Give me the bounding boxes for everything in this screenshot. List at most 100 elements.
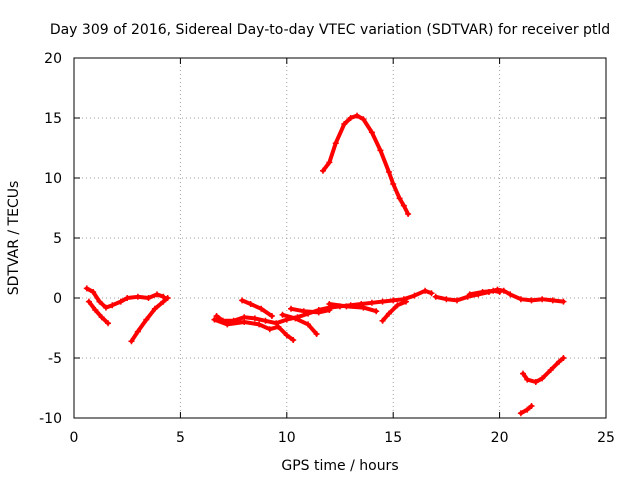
- data-point: [400, 202, 407, 209]
- data-point: [432, 293, 439, 300]
- data-point: [164, 295, 171, 301]
- series-arc-d: [214, 288, 434, 326]
- data-point: [213, 313, 220, 319]
- data-point: [258, 305, 265, 312]
- data-point: [160, 298, 167, 305]
- data-point: [390, 181, 397, 187]
- data-point: [394, 302, 401, 309]
- data-point: [273, 320, 280, 327]
- y-tick-label: 15: [44, 111, 62, 127]
- x-tick-label: 10: [278, 430, 296, 446]
- chart-title: Day 309 of 2016, Sidereal Day-to-day VTE…: [50, 22, 610, 38]
- series-arc-m: [467, 288, 502, 297]
- data-point: [385, 310, 392, 317]
- data-point: [92, 307, 99, 313]
- data-point: [241, 319, 248, 325]
- x-tick-label: 20: [491, 430, 509, 446]
- data-point: [341, 121, 348, 127]
- y-tick-label: -5: [48, 351, 62, 367]
- data-point: [247, 301, 254, 307]
- data-point: [560, 298, 567, 305]
- data-point: [368, 129, 375, 136]
- data-point: [347, 115, 354, 121]
- y-tick-label: 20: [44, 51, 62, 67]
- data-point: [402, 298, 409, 305]
- data-point: [368, 299, 375, 306]
- data-point: [124, 295, 131, 301]
- data-point: [466, 291, 473, 298]
- data-point: [300, 308, 307, 315]
- series-arc-f: [240, 298, 274, 318]
- data-point: [396, 195, 403, 202]
- x-tick-label: 25: [597, 430, 615, 446]
- data-point: [528, 297, 535, 304]
- data-point: [292, 315, 299, 322]
- series-arc-g: [280, 312, 319, 336]
- data-point: [517, 296, 524, 303]
- data-point: [319, 167, 326, 174]
- data-point: [517, 410, 524, 417]
- data-point: [405, 211, 412, 217]
- data-point: [385, 169, 392, 175]
- data-point: [343, 303, 350, 310]
- data-point: [443, 296, 450, 303]
- data-point: [105, 320, 112, 327]
- data-point: [109, 302, 116, 309]
- data-point: [422, 287, 429, 294]
- data-point: [326, 307, 333, 313]
- series-arc-h: [289, 306, 332, 315]
- data-point: [560, 355, 567, 361]
- data-point: [524, 406, 531, 413]
- data-point: [224, 321, 231, 328]
- data-point: [283, 332, 290, 339]
- data-point: [290, 337, 297, 343]
- data-point: [547, 367, 554, 373]
- data-point: [98, 314, 105, 321]
- data-point: [102, 304, 109, 311]
- data-point: [85, 298, 92, 305]
- data-point: [360, 304, 367, 311]
- grid: [74, 58, 606, 418]
- data-point: [549, 297, 556, 304]
- data-point: [539, 296, 546, 303]
- data-point: [379, 317, 386, 324]
- data-point: [268, 313, 275, 319]
- series-arc-k: [321, 113, 411, 216]
- axis-ticks: [73, 57, 607, 419]
- data-point: [454, 297, 461, 304]
- series-arc-c: [129, 296, 170, 344]
- data-point: [83, 285, 90, 292]
- data-point: [266, 326, 273, 333]
- data-point: [556, 358, 563, 365]
- data-point: [134, 328, 141, 335]
- data-point: [532, 379, 539, 385]
- data-point: [524, 376, 531, 383]
- data-point: [315, 309, 322, 316]
- data-point: [313, 331, 320, 337]
- y-tick-label: 10: [44, 171, 62, 187]
- data-point: [326, 159, 333, 166]
- data-point: [96, 298, 103, 305]
- data-point: [153, 291, 160, 298]
- series-arc-i: [327, 302, 379, 314]
- data-point: [411, 292, 418, 299]
- data-point: [332, 140, 339, 147]
- data-point: [256, 321, 263, 328]
- data-point: [479, 289, 486, 295]
- data-series: [83, 112, 567, 417]
- data-point: [507, 291, 514, 298]
- data-point: [251, 315, 258, 322]
- data-point: [428, 290, 435, 297]
- series-arc-b: [86, 299, 110, 326]
- data-point: [239, 297, 246, 304]
- y-tick-label: 0: [53, 291, 62, 307]
- data-point: [262, 317, 269, 324]
- data-point: [528, 403, 535, 409]
- data-point: [496, 289, 503, 295]
- data-point: [520, 370, 527, 377]
- data-point: [128, 338, 135, 345]
- data-point: [90, 289, 97, 295]
- data-point: [275, 323, 282, 330]
- y-tick-label: -10: [39, 411, 62, 427]
